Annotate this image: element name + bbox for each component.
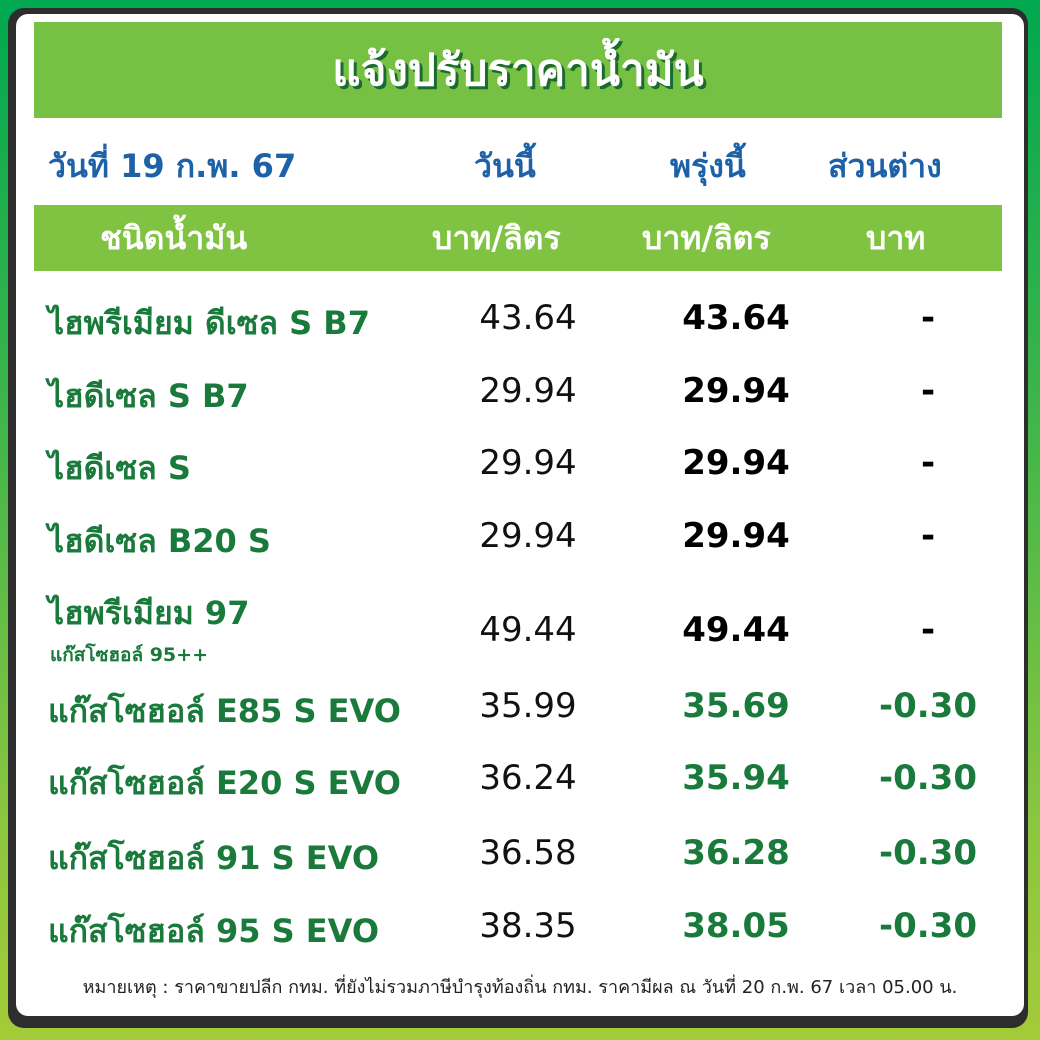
today-price: 35.99 (479, 686, 577, 726)
today-price: 49.44 (479, 610, 577, 650)
column-header-bar (34, 205, 1002, 271)
title-banner: แจ้งปรับราคาน้ำมัน (34, 22, 1002, 118)
tomorrow-price: 35.94 (682, 758, 790, 798)
today-price: 38.35 (479, 906, 577, 946)
today-price: 43.64 (479, 298, 577, 338)
price-difference: -0.30 (879, 906, 977, 946)
page-title: แจ้งปรับราคาน้ำมัน (332, 45, 704, 96)
tomorrow-price: 29.94 (682, 516, 790, 556)
price-difference: -0.30 (879, 758, 977, 798)
price-difference: - (920, 298, 936, 338)
price-difference: - (920, 371, 936, 411)
price-difference: - (920, 443, 936, 483)
tomorrow-price: 43.64 (682, 298, 790, 338)
today-price: 29.94 (479, 371, 577, 411)
diff-unit-header: บาท (866, 218, 926, 257)
fuel-name: แก๊สโซฮอล์ E20 S EVO (48, 764, 401, 802)
tomorrow-price: 29.94 (682, 443, 790, 483)
fuel-type-header: ชนิดน้ำมัน (100, 218, 248, 257)
today-unit-header: บาท/ลิตร (432, 218, 561, 257)
today-price: 29.94 (479, 443, 577, 483)
tomorrow-header: พรุ่งนี้ (670, 146, 746, 185)
price-difference: - (920, 610, 936, 650)
fuel-name: ไฮพรีเมียม 97 (48, 594, 250, 632)
price-difference: -0.30 (879, 686, 977, 726)
price-difference: - (920, 516, 936, 556)
tomorrow-price: 35.69 (682, 686, 790, 726)
today-price: 36.24 (479, 758, 577, 798)
price-difference: -0.30 (879, 833, 977, 873)
date-label: วันที่ 19 ก.พ. 67 (48, 146, 297, 185)
footnote: หมายเหตุ : ราคาขายปลีก กทม. ที่ยังไม่รวม… (82, 977, 958, 998)
fuel-name: ไฮพรีเมียม ดีเซล S B7 (48, 304, 370, 342)
tomorrow-price: 29.94 (682, 371, 790, 411)
fuel-name: แก๊สโซฮอล์ E85 S EVO (48, 692, 401, 730)
today-price: 29.94 (479, 516, 577, 556)
card-panel (16, 14, 1024, 1016)
today-price: 36.58 (479, 833, 577, 873)
tomorrow-unit-header: บาท/ลิตร (642, 218, 771, 257)
fuel-name: แก๊สโซฮอล์ 91 S EVO (48, 839, 380, 877)
fuel-name: ไฮดีเซล S (48, 449, 191, 487)
tomorrow-price: 36.28 (682, 833, 790, 873)
fuel-name: แก๊สโซฮอล์ 95 S EVO (48, 912, 380, 950)
fuel-name: ไฮดีเซล S B7 (48, 377, 249, 415)
fuel-name: ไฮดีเซล B20 S (48, 522, 271, 560)
tomorrow-price: 49.44 (682, 610, 790, 650)
tomorrow-price: 38.05 (682, 906, 790, 946)
fuel-alias: แก๊สโซฮอล์ 95++ (50, 644, 208, 666)
diff-header: ส่วนต่าง (828, 146, 942, 185)
today-header: วันนี้ (474, 146, 536, 185)
